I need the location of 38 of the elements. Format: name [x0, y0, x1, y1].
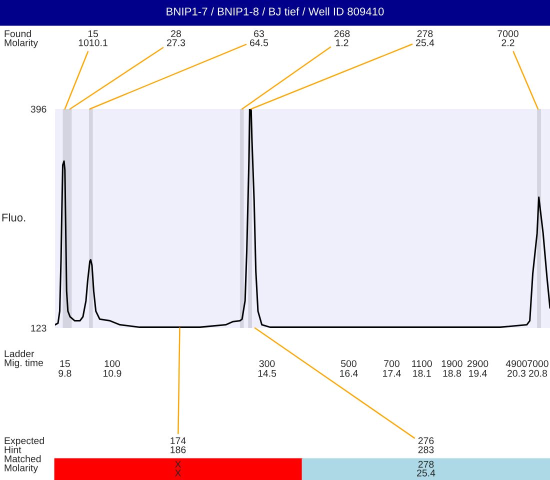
- text: 2900: [467, 360, 488, 368]
- text: 4900: [506, 360, 527, 368]
- annotation: 28 27.3: [167, 30, 186, 46]
- text: 500: [341, 360, 356, 368]
- text: 300: [259, 360, 275, 368]
- x-tick-label: 16.4: [340, 370, 358, 377]
- x-tick-label: 18.8: [443, 370, 461, 377]
- text: X X: [174, 460, 182, 476]
- annotation: 174 186: [170, 437, 186, 454]
- y-axis-title: Fluo.: [2, 213, 26, 222]
- text: 1900: [442, 360, 462, 368]
- x-tick-label: 9.8: [58, 370, 72, 377]
- x-tick-label: 18.1: [413, 370, 431, 377]
- x-tick-label: 14.5: [258, 370, 276, 377]
- x-tick-label: 10.9: [103, 370, 122, 377]
- x-tick-label: 19.4: [469, 370, 487, 377]
- x-tick-label: 17.4: [383, 370, 401, 377]
- text: 278 25.4: [417, 460, 436, 476]
- annotation: 276 283: [418, 437, 434, 454]
- chart-title: BNIP1-7 / BNIP1-8 / BJ tief / Well ID 809410: [166, 7, 384, 16]
- x-tick-label: 20.3: [507, 370, 526, 377]
- text: Expected Hint Matched Molarity: [4, 437, 44, 474]
- annotation: 63 64.5: [250, 30, 268, 46]
- annotation: 15 1010.1: [78, 30, 108, 46]
- text: 700: [384, 360, 400, 368]
- annotation: 7000 2.2: [498, 30, 518, 46]
- annotation: 278 25.4: [416, 30, 434, 46]
- annotation: 268 1.2: [334, 30, 350, 46]
- text: 100: [104, 360, 120, 368]
- line-series: [55, 109, 550, 328]
- text: 7000: [528, 360, 548, 368]
- text: 1100: [412, 360, 432, 368]
- text: Ladder Mig. time: [4, 350, 44, 368]
- y-tick-label: 123: [31, 324, 46, 332]
- text: 15: [60, 360, 70, 368]
- y-tick-label: 396: [30, 106, 46, 113]
- x-tick-label: 20.8: [528, 370, 547, 377]
- text: Found Molarity: [4, 30, 38, 48]
